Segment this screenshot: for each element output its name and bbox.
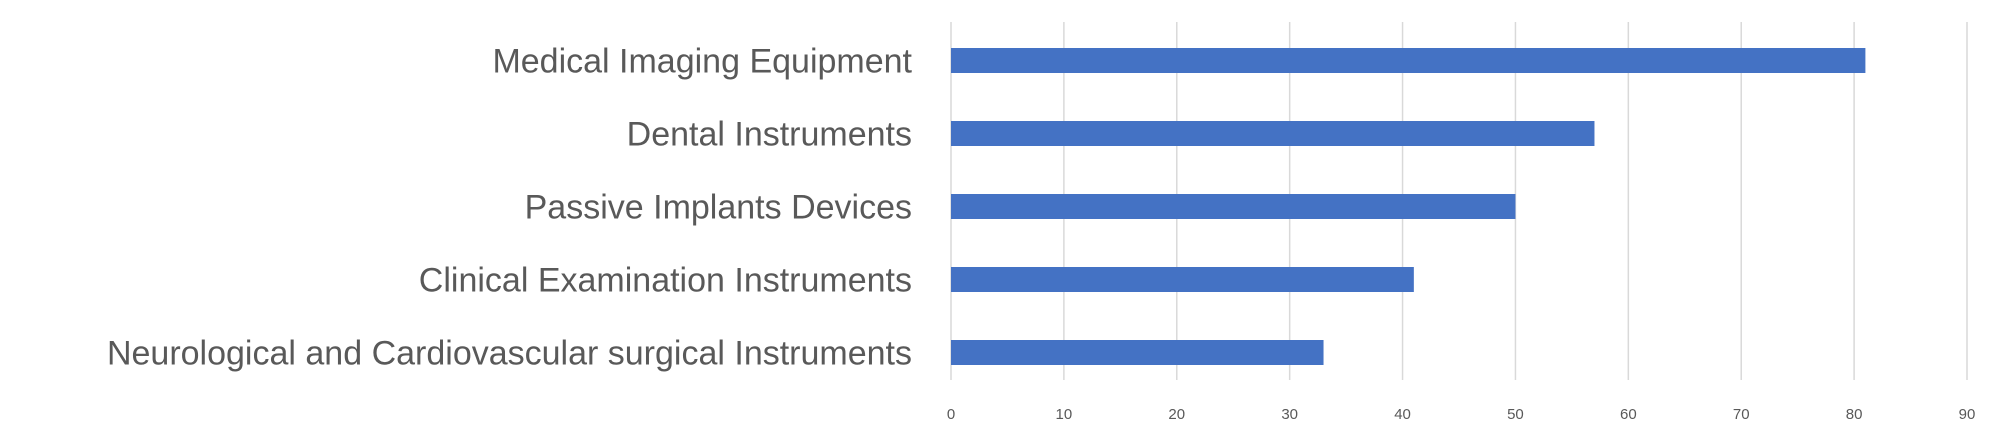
bar-1 [951,121,1595,146]
x-tick-label: 40 [1394,406,1411,423]
category-labels: Medical Imaging Equipment Dental Instrume… [107,43,913,373]
category-label: Dental Instruments [627,116,912,154]
x-tick-label: 50 [1507,406,1524,423]
category-label: Passive Implants Devices [525,189,912,227]
category-label: Medical Imaging Equipment [492,43,912,81]
x-axis-ticks: 0 10 20 30 40 50 60 70 80 90 [947,406,1976,423]
category-label: Neurological and Cardiovascular surgical… [107,335,912,373]
bars [951,48,1866,365]
bar-2 [951,194,1516,219]
x-tick-label: 90 [1959,406,1976,423]
bar-3 [951,267,1414,292]
x-tick-label: 10 [1056,406,1073,423]
x-tick-label: 20 [1168,406,1185,423]
x-tick-label: 60 [1620,406,1637,423]
x-tick-label: 80 [1846,406,1863,423]
x-tick-label: 0 [947,406,955,423]
x-tick-label: 70 [1733,406,1750,423]
bar-4 [951,340,1324,365]
x-tick-label: 30 [1281,406,1298,423]
category-label: Clinical Examination Instruments [419,262,912,300]
bar-0 [951,48,1866,73]
